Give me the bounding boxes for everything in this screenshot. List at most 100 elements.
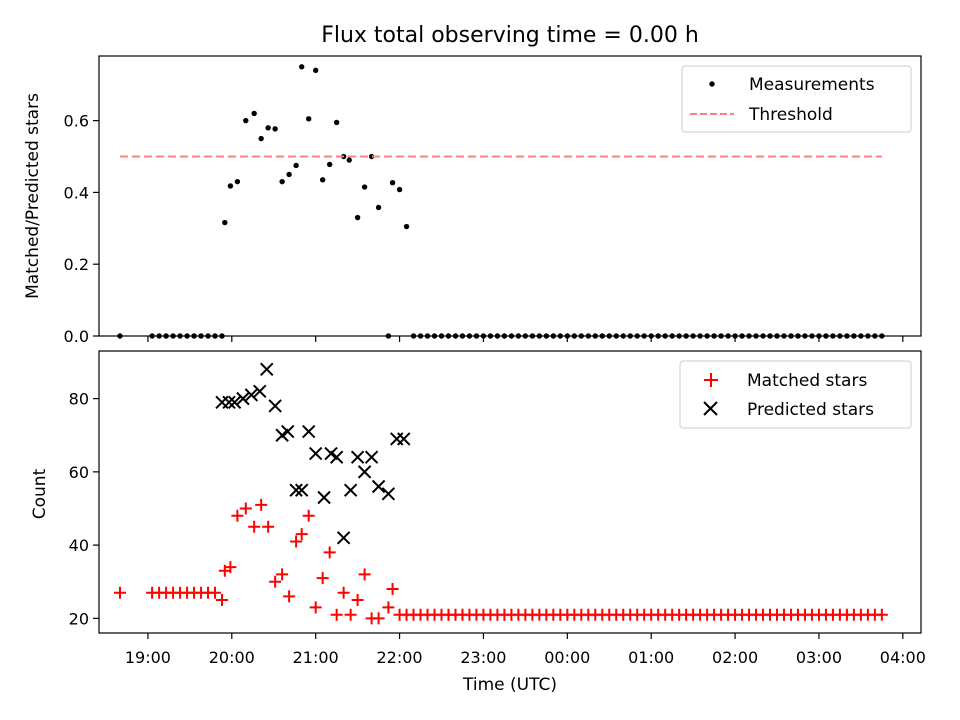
measurements-point [403,223,410,230]
measurements-point [466,333,473,339]
matched-stars-point [262,520,275,533]
x-tick-label: 03:00 [796,648,842,667]
measurements-point [697,333,703,339]
measurements-point [293,162,299,169]
bottom-legend: Matched stars Predicted stars [679,360,912,429]
bottom-y-tick-label: 20 [69,609,89,628]
measurements-point [746,333,752,339]
bottom-y-tick-label: 40 [69,536,89,555]
x-tick-label: 02:00 [712,648,758,667]
measurements-point [361,184,368,190]
measurements-point [711,333,717,339]
measurements-point [788,333,794,339]
measurements-point [375,204,382,211]
measurements-point [613,333,619,339]
predicted-stars-point [260,362,274,377]
legend-measurements-marker [709,81,715,87]
measurements-point [809,333,815,339]
top-y-tick-label: 0.4 [64,183,89,202]
measurements-point [184,333,190,339]
predicted-stars-point [301,424,316,439]
measurements-point [251,110,257,117]
measurements-point [279,178,285,185]
measurements-point [851,333,857,339]
measurements-point [879,333,885,339]
measurements-point [627,333,633,339]
measurements-point [438,333,445,339]
measurements-point [272,126,278,132]
measurements-point [156,333,162,339]
bottom-x-ticks: 19:00 20:00 21:00 22:00 23:00 00:00 01:00 02:00… [125,633,926,667]
x-tick-label: 22:00 [377,648,423,667]
matched-stars-point [358,568,371,581]
measurements-point [669,333,675,339]
bottom-legend-box [679,360,912,429]
matched-stars-point [316,572,329,585]
matched-stars-point [224,561,237,574]
predicted-stars-point [268,399,282,413]
bottom-y-axis-label: Count [30,468,50,519]
measurements-point [219,333,225,339]
x-axis-label: Time (UTC) [462,675,557,695]
matched-stars-point [302,509,315,522]
matched-stars-point [283,590,296,603]
measurements-point [198,333,204,339]
x-tick-label: 04:00 [880,648,926,667]
measurements-point [690,333,696,339]
matched-stars-point [231,509,244,522]
measurements-point [550,333,557,339]
measurements-point [326,161,333,168]
matched-stars-point [239,502,252,515]
matched-stars-point [875,608,888,621]
measurements-point [543,333,550,339]
matched-stars-point [248,520,261,533]
matched-stars-point [330,608,343,621]
measurements-point [529,333,536,339]
measurements-point [149,333,155,339]
measurements-point [704,333,710,339]
top-y-tick-label: 0.2 [64,255,89,274]
measurements-point [452,333,459,339]
measurements-point [258,135,264,142]
predicted-stars-point [397,432,411,446]
bottom-plot-marks [113,362,888,625]
measurements-point [227,183,234,189]
measurements-point [844,333,850,339]
measurements-point [117,333,123,339]
matched-stars-point [309,601,322,614]
top-x-ticks [147,336,904,342]
measurements-point [163,333,169,339]
top-legend-box [681,65,912,133]
x-tick-label: 19:00 [125,648,171,667]
predicted-stars-point [294,483,309,497]
measurements-point [620,333,626,339]
legend-matched-label: Matched stars [747,371,867,391]
matched-stars-point [255,498,268,511]
predicted-stars-point [381,487,396,501]
predicted-stars-point [364,450,379,464]
top-y-tick-label: 0.0 [64,327,89,346]
measurements-point [830,333,836,339]
measurements-point [396,186,403,193]
bottom-plot-frame [98,350,922,634]
measurements-point [212,333,218,339]
measurements-point [683,333,689,339]
measurements-point [473,333,480,339]
measurements-point [286,171,292,178]
measurements-point [606,333,612,339]
measurements-point [858,333,864,339]
measurements-point [312,67,319,74]
x-tick-label: 01:00 [628,648,674,667]
measurements-point [536,333,543,339]
x-tick-label: 00:00 [544,648,590,667]
measurements-point [634,333,640,339]
measurements-point [655,333,661,339]
legend-predicted-label: Predicted stars [747,400,874,420]
bottom-y-tick-label: 60 [69,463,89,482]
measurements-point [305,116,312,122]
measurements-point [571,333,578,339]
measurements-point [753,333,759,339]
predicted-stars-point [244,388,259,402]
predicted-stars-point [317,490,331,505]
